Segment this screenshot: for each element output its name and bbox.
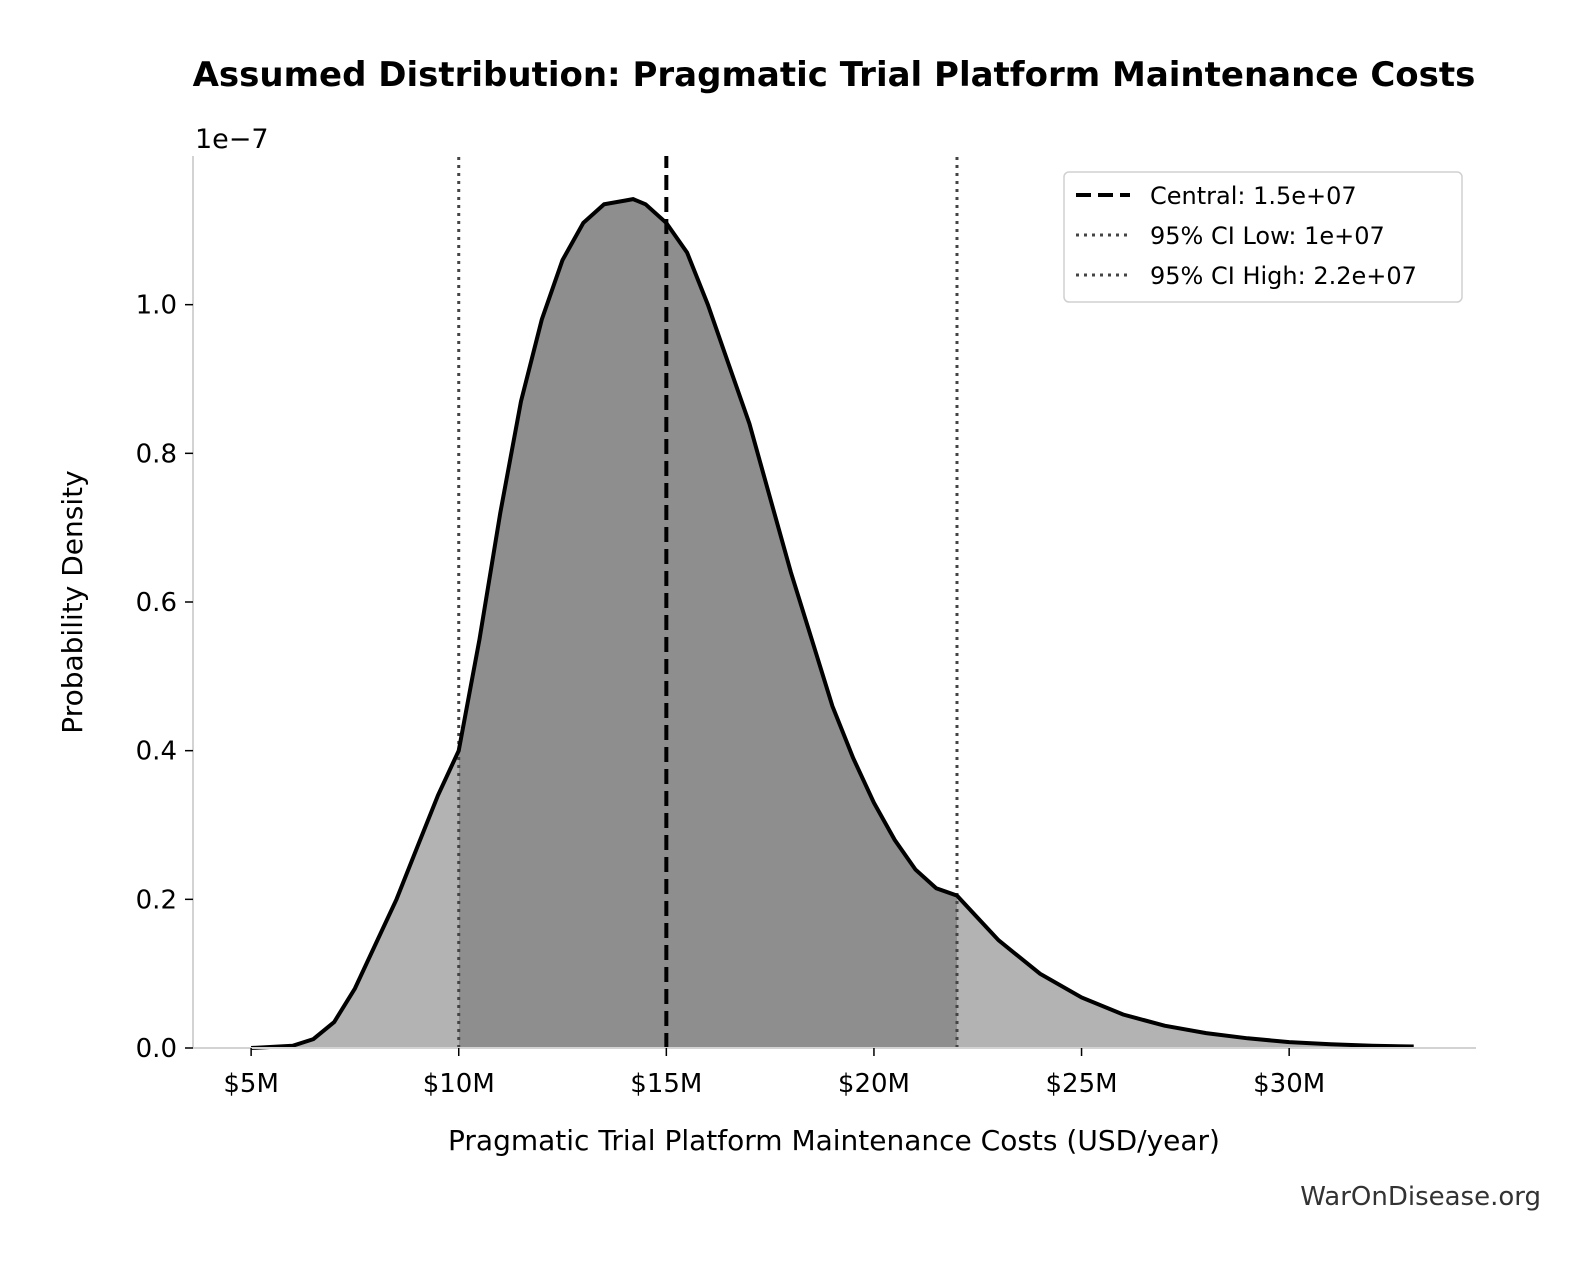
legend-frame — [1063, 171, 1463, 303]
x-tick-label: $15M — [630, 1069, 702, 1099]
right-tail-area — [956, 895, 1414, 1048]
plot-area: $5M $10M $15M $20M $25M $30M 0.0 0.2 0.4 0.6 0.8 1… — [136, 156, 1476, 1099]
x-tick-label: $25M — [1046, 1069, 1118, 1099]
legend: Central: 1.5e+07 95% CI Low: 1e+07 95% CI … — [1063, 171, 1463, 303]
y-tick-label: 0.6 — [136, 588, 177, 618]
x-tick-label: $30M — [1253, 1069, 1325, 1099]
y-offset-label: 1e−7 — [195, 124, 269, 155]
y-axis-ticks: 0.0 0.2 0.4 0.6 0.8 1.0 — [136, 291, 193, 1064]
reference-lines — [457, 156, 959, 1048]
ci-interval-area — [458, 199, 957, 1048]
y-tick-label: 0.2 — [136, 885, 177, 915]
density-curve — [250, 197, 1414, 1050]
legend-label-0: Central: 1.5e+07 — [1150, 182, 1357, 210]
y-tick-label: 0.8 — [136, 439, 177, 469]
left-tail-area — [251, 750, 459, 1048]
legend-label-1: 95% CI Low: 1e+07 — [1150, 222, 1385, 250]
y-tick-label: 0.4 — [136, 737, 177, 767]
density-fills — [251, 199, 1414, 1048]
x-axis-label: Pragmatic Trial Platform Maintenance Cos… — [448, 1124, 1220, 1157]
watermark: WarOnDisease.org — [1300, 1182, 1541, 1212]
y-tick-label: 0.0 — [136, 1034, 177, 1064]
x-axis-ticks: $5M $10M $15M $20M $25M $30M — [223, 1048, 1325, 1099]
x-tick-label: $10M — [423, 1069, 495, 1099]
chart-title: Assumed Distribution: Pragmatic Trial Pl… — [193, 55, 1476, 95]
y-axis-label: Probability Density — [56, 470, 89, 733]
x-tick-label: $5M — [223, 1069, 279, 1099]
x-tick-label: $20M — [838, 1069, 910, 1099]
y-tick-label: 1.0 — [136, 291, 177, 321]
legend-label-2: 95% CI High: 2.2e+07 — [1150, 262, 1417, 290]
